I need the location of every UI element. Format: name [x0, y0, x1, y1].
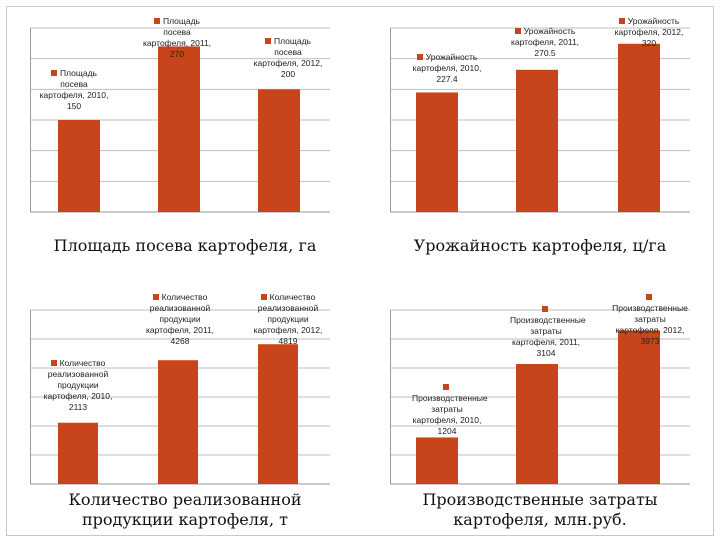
chart-title: Производственные затраты картофеля, млн.…: [422, 490, 658, 529]
data-label-2010: Площадь посева картофеля, 2010, 150: [39, 68, 111, 111]
series-marker-icon: [152, 294, 159, 300]
chart-title: Количество реализованной продукции карто…: [68, 490, 302, 529]
chart-sold-volume-plot: [30, 309, 330, 485]
series-marker-icon: [260, 294, 267, 300]
data-label-2011: Урожайность картофеля, 2011, 270.5: [510, 26, 582, 58]
series-marker-icon: [50, 70, 57, 76]
series-marker-icon: [618, 18, 625, 24]
chart-production-costs: Производственные затраты картофеля, 2010…: [390, 280, 690, 529]
series-marker-icon: [416, 54, 423, 60]
series-marker-icon: [50, 360, 57, 366]
slide-frame: [6, 6, 714, 536]
series-marker-icon: [645, 294, 652, 300]
bar-2011: [158, 46, 200, 213]
bar-2010: [58, 120, 100, 212]
series-marker-icon: [541, 306, 548, 312]
chart-area-sown-plot: [30, 27, 330, 213]
bar-2012: [618, 43, 660, 213]
data-label-2012: Площадь посева картофеля, 2012, 200: [253, 36, 325, 79]
data-label-2012: Производственные затраты картофеля, 2012…: [612, 292, 688, 347]
series-marker-icon: [153, 18, 160, 24]
chart-title: Площадь посева картофеля, га: [53, 236, 317, 255]
data-label-2012: Урожайность картофеля, 2012, 320: [614, 16, 686, 48]
chart-sold-volume: Количество реализованной продукции карто…: [30, 280, 340, 529]
bar-2010: [416, 437, 458, 484]
chart-production-costs-plot: [390, 309, 690, 485]
chart-yield: Урожайность картофеля, 2010, 227.4 Урожа…: [390, 0, 690, 255]
data-label-2011: Производственные затраты картофеля, 2011…: [510, 304, 586, 359]
bar-2011: [158, 360, 198, 484]
series-marker-icon: [442, 384, 449, 390]
bar-2012: [618, 330, 660, 484]
data-label-2010: Урожайность картофеля, 2010, 227.4: [412, 52, 484, 84]
data-label-2012: Количество реализованной продукции карто…: [253, 292, 325, 346]
bar-2011: [516, 69, 558, 213]
data-label-2011: Количество реализованной продукции карто…: [145, 292, 217, 346]
bar-2010: [416, 92, 458, 212]
bar-2010: [58, 422, 98, 484]
bar-2012: [258, 89, 300, 212]
series-marker-icon: [514, 28, 521, 34]
chart-title: Урожайность картофеля, ц/га: [413, 236, 667, 255]
chart-yield-plot: [390, 27, 690, 213]
data-label-2010: Количество реализованной продукции карто…: [43, 358, 115, 412]
data-label-2011: Площадь посева картофеля, 2011, 270: [142, 16, 214, 59]
series-marker-icon: [264, 38, 271, 44]
bar-2012: [258, 344, 298, 484]
bar-2011: [516, 363, 558, 484]
data-label-2010: Производственные затраты картофеля, 2010…: [412, 382, 488, 437]
chart-area-sown: Площадь посева картофеля, 2010, 150 Площ…: [30, 0, 340, 255]
